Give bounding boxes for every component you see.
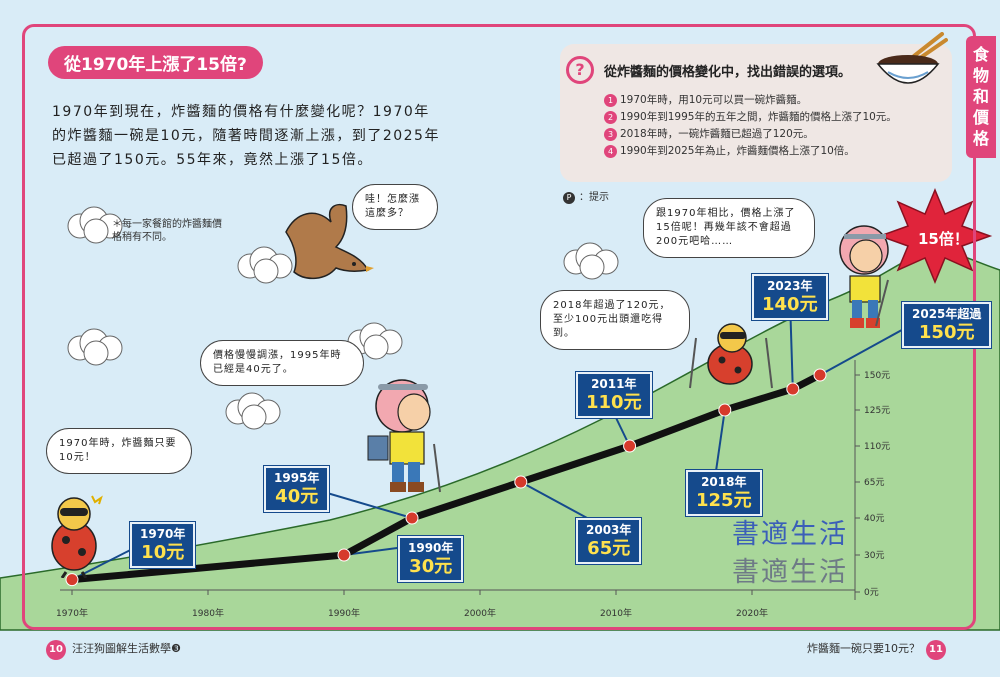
option-number: 1 [604,94,617,107]
callout-2023: 2023年 140元 [752,274,828,320]
option-text: 1990年到2025年為止，炸醬麵價格上漲了10倍。 [620,145,855,157]
intro-paragraph: 1970年到現在，炸醬麵的價格有什麼變化呢？1970年的炸醬麵一碗是10元，隨著… [52,104,440,168]
y-tick-label: 125元 [864,406,890,416]
ladybug-character-2018 [689,323,773,389]
y-tick-label: 0元 [864,588,879,598]
x-tick-label: 2010年 [600,607,632,619]
page-number-right: 11 [926,640,946,660]
callout-2011: 2011年 110元 [576,372,652,418]
data-point-2003 [514,475,528,489]
speech-bubble-1970: 1970年時，炸醬麵只要10元！ [46,428,192,474]
callout-1990: 1990年 30元 [398,536,464,582]
callout-price: 110元 [586,392,642,413]
data-point-1995 [405,511,419,525]
callout-year: 2011年 [591,377,637,391]
data-point-1970 [65,573,79,587]
option-text: 2018年時，一碗炸醬麵已超過了120元。 [620,128,814,140]
callout-year: 1990年 [408,541,454,555]
callout-price: 10元 [141,542,185,563]
quiz-option[interactable]: 3 2018年時，一碗炸醬麵已超過了120元。 [604,126,934,143]
cloud-icon [225,392,281,430]
callout-price: 65元 [587,538,631,559]
data-point-2011 [623,439,637,453]
quiz-question: 從炸醬麵的價格變化中，找出錯誤的選項。 [604,65,852,80]
question-icon: ? [566,56,594,84]
x-tick-label: 2000年 [464,607,496,619]
option-number: 4 [604,145,617,158]
quiz-option[interactable]: 4 1990年到2025年為止，炸醬麵價格上漲了10倍。 [604,143,934,160]
callout-price: 40元 [275,486,319,507]
y-tick-label: 30元 [864,551,884,561]
side-tab-food-and-price[interactable]: 食物和價格 [966,36,996,158]
noodle-bowl-icon [876,32,948,84]
callout-1995: 1995年 40元 [264,466,330,512]
callout-1970: 1970年 10元 [130,522,196,568]
callout-year: 2025年超過 [912,307,982,321]
callout-year: 1995年 [274,471,320,485]
hint-icon: P [563,192,575,204]
data-point-2023 [786,382,800,396]
data-point-2018 [718,403,732,417]
cloud-icon [67,328,123,366]
leader-line [714,409,726,479]
y-tick-label: 65元 [864,478,884,488]
cloud-icon [563,242,619,280]
hint-legend: P ：提示 [563,188,609,204]
book-series-title: 汪汪狗圖解生活數學❸ [72,642,181,655]
watermark-shadow: 書適生活 [732,557,848,588]
cloud-icon [67,206,123,244]
speech-bubble-bird: 哇！怎麼漲這麼多？ [352,184,438,230]
y-tick-label: 150元 [864,371,890,381]
x-tick-label: 1970年 [56,607,88,619]
old-man-character [839,225,889,328]
option-number: 2 [604,111,617,124]
quiz-option[interactable]: 2 1990年到1995年的五年之間，炸醬麵的價格上漲了10元。 [604,109,934,126]
burst-shape [877,188,993,284]
quiz-option[interactable]: 1 1970年時，用10元可以買一碗炸醬麵。 [604,92,934,109]
option-text: 1990年到1995年的五年之間，炸醬麵的價格上漲了10元。 [620,111,897,123]
callout-year: 1970年 [140,527,186,541]
callout-year: 2018年 [701,475,747,489]
bird-character [285,203,374,280]
burst-label: 15倍！ [918,230,969,248]
hint-text: ：提示 [579,192,609,203]
callout-price: 30元 [409,556,453,577]
speech-bubble-2023: 跟1970年相比，價格上漲了15倍呢！再幾年該不會超過200元吧哈…… [643,198,815,258]
price-line [68,371,824,584]
callout-year: 2003年 [586,523,632,537]
data-point-2025 [813,368,827,382]
option-number: 3 [604,128,617,141]
speech-bubble-1995: 價格慢慢調漲，1995年時已經是40元了。 [200,340,364,386]
callout-year: 2023年 [767,279,813,293]
hiker-girl-character [367,379,441,493]
callout-2025: 2025年超過 150元 [902,302,992,348]
footer-left: 10 汪汪狗圖解生活數學❸ [40,640,181,660]
callout-price: 140元 [762,294,818,315]
watermark: 書適生活 [732,519,848,550]
data-point-1990 [337,548,351,562]
chapter-title: 炸醬麵一碗只要10元？ [807,642,920,655]
ladybug-character-1970 [51,495,103,578]
price-note: ＊每一家餐館的炸醬麵價格稍有不同。 [112,219,222,243]
x-tick-label: 2020年 [736,607,768,619]
callout-2003: 2003年 65元 [576,518,642,564]
footer-right: 炸醬麵一碗只要10元？ 11 [807,640,952,660]
callout-price: 125元 [696,490,752,511]
page-number-left: 10 [46,640,66,660]
quiz-options: 1 1970年時，用10元可以買一碗炸醬麵。 2 1990年到1995年的五年之間，… [604,92,934,160]
cloud-icon [237,246,293,284]
x-tick-label: 1990年 [328,607,360,619]
y-tick-label: 40元 [864,514,884,524]
callout-price: 150元 [918,322,975,343]
page-title: 從1970年上漲了15倍? [48,46,263,79]
leader-line [520,481,601,526]
y-tick-label: 110元 [864,442,890,452]
x-tick-label: 1980年 [192,607,224,619]
callout-2018: 2018年 125元 [686,470,762,516]
speech-bubble-2018: 2018年超過了120元，至少100元出頭還吃得到。 [540,290,690,350]
option-text: 1970年時，用10元可以買一碗炸醬麵。 [620,94,808,106]
